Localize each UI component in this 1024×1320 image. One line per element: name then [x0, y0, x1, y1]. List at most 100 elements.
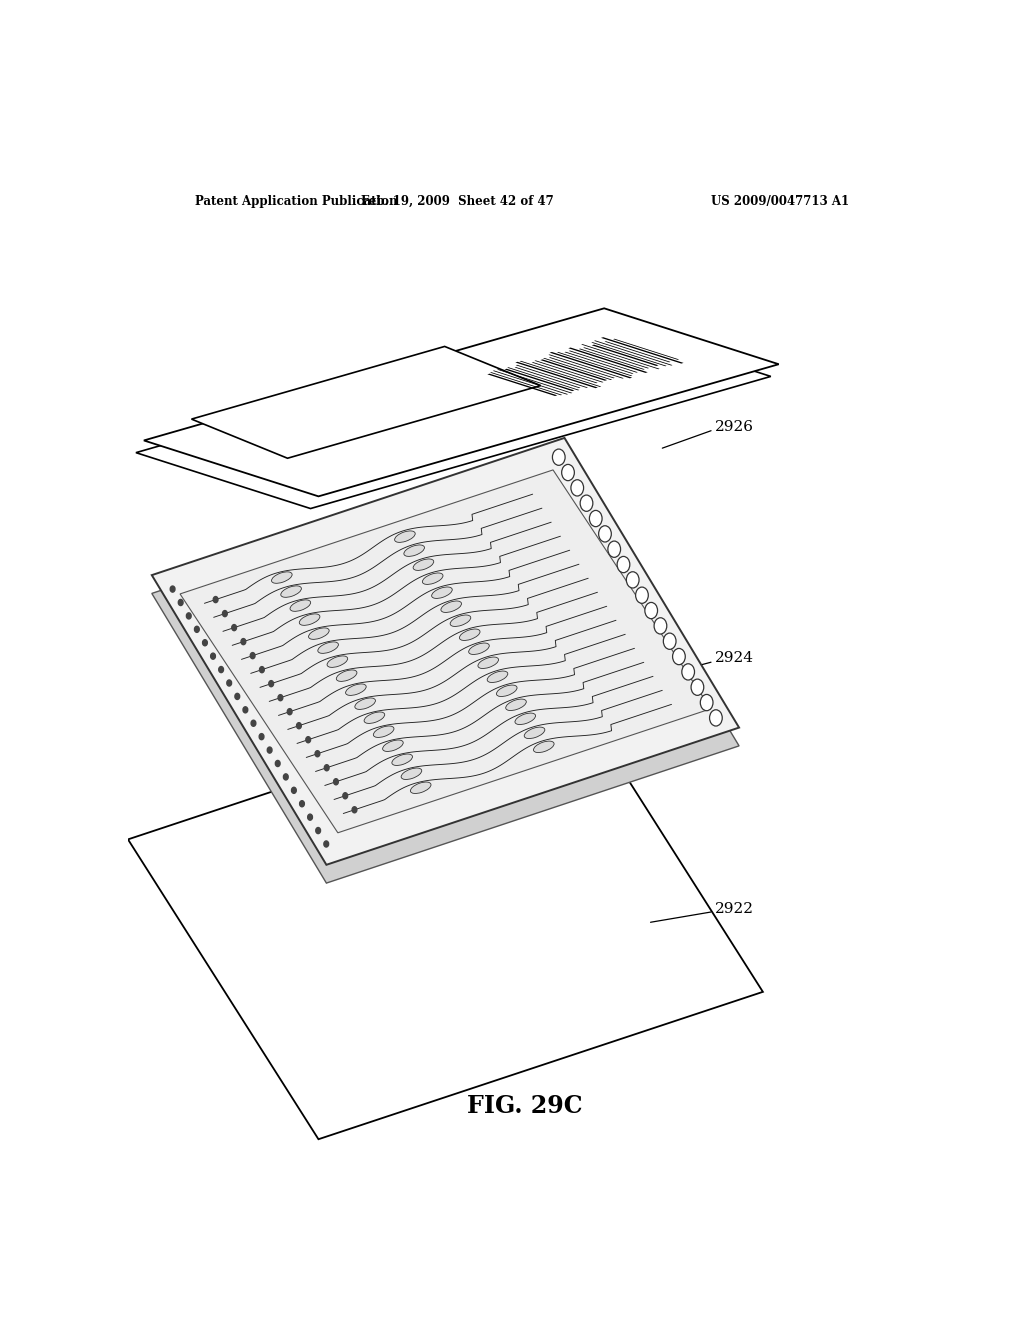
Ellipse shape	[451, 615, 471, 627]
Circle shape	[673, 648, 685, 665]
Circle shape	[186, 612, 191, 619]
Text: US 2009/0047713 A1: US 2009/0047713 A1	[712, 194, 850, 207]
Circle shape	[231, 624, 237, 631]
Circle shape	[259, 667, 264, 673]
Polygon shape	[497, 370, 572, 393]
Circle shape	[300, 801, 304, 807]
Polygon shape	[191, 346, 541, 458]
Ellipse shape	[497, 685, 517, 697]
Circle shape	[315, 751, 319, 756]
Ellipse shape	[365, 711, 385, 723]
Ellipse shape	[281, 586, 301, 598]
Ellipse shape	[345, 684, 367, 696]
Polygon shape	[550, 352, 632, 379]
Ellipse shape	[299, 614, 319, 626]
Polygon shape	[549, 358, 614, 379]
Polygon shape	[515, 362, 598, 388]
Polygon shape	[549, 355, 624, 379]
Circle shape	[279, 694, 283, 701]
Polygon shape	[507, 367, 580, 391]
Polygon shape	[516, 364, 588, 388]
Text: 2924: 2924	[715, 652, 755, 665]
Polygon shape	[583, 347, 649, 368]
Polygon shape	[490, 372, 562, 395]
Circle shape	[315, 828, 321, 834]
Polygon shape	[531, 362, 598, 383]
Circle shape	[219, 667, 223, 673]
Ellipse shape	[401, 768, 422, 780]
Circle shape	[288, 709, 292, 714]
Ellipse shape	[524, 727, 545, 739]
Circle shape	[710, 710, 722, 726]
Polygon shape	[136, 321, 771, 508]
Polygon shape	[601, 337, 684, 363]
Circle shape	[178, 599, 183, 606]
Text: Patent Application Publication: Patent Application Publication	[196, 194, 398, 207]
Circle shape	[700, 694, 713, 710]
Text: 2926: 2926	[715, 420, 755, 434]
Polygon shape	[591, 342, 667, 366]
Ellipse shape	[383, 741, 403, 751]
Ellipse shape	[469, 643, 489, 655]
Polygon shape	[582, 345, 659, 370]
Ellipse shape	[534, 741, 554, 752]
Circle shape	[234, 693, 240, 700]
Ellipse shape	[478, 657, 499, 668]
Ellipse shape	[394, 531, 415, 543]
Ellipse shape	[355, 698, 376, 709]
Circle shape	[268, 681, 273, 686]
Ellipse shape	[392, 754, 413, 766]
Polygon shape	[505, 368, 574, 391]
Ellipse shape	[271, 572, 292, 583]
Polygon shape	[493, 371, 568, 395]
Polygon shape	[568, 347, 648, 374]
Polygon shape	[128, 692, 763, 1139]
Polygon shape	[541, 359, 607, 380]
Circle shape	[284, 774, 288, 780]
Ellipse shape	[290, 599, 310, 611]
Ellipse shape	[413, 558, 434, 570]
Circle shape	[297, 722, 301, 729]
Ellipse shape	[374, 726, 394, 738]
Text: FIG. 29C: FIG. 29C	[467, 1094, 583, 1118]
Ellipse shape	[487, 671, 508, 682]
Circle shape	[324, 841, 329, 847]
Circle shape	[241, 639, 246, 644]
Ellipse shape	[317, 642, 338, 653]
Ellipse shape	[460, 630, 480, 640]
Circle shape	[170, 586, 175, 593]
Polygon shape	[535, 360, 603, 383]
Polygon shape	[180, 470, 711, 833]
Polygon shape	[592, 345, 658, 366]
Circle shape	[243, 706, 248, 713]
Polygon shape	[557, 352, 633, 376]
Text: 2922: 2922	[715, 902, 755, 916]
Ellipse shape	[432, 587, 453, 598]
Circle shape	[627, 572, 639, 587]
Ellipse shape	[308, 628, 329, 639]
Circle shape	[306, 737, 310, 743]
Circle shape	[645, 602, 657, 619]
Circle shape	[590, 511, 602, 527]
Circle shape	[571, 479, 584, 496]
Polygon shape	[568, 351, 638, 372]
Circle shape	[599, 525, 611, 543]
Circle shape	[213, 597, 218, 603]
Text: Feb. 19, 2009  Sheet 42 of 47: Feb. 19, 2009 Sheet 42 of 47	[361, 194, 554, 207]
Polygon shape	[564, 351, 634, 374]
Ellipse shape	[422, 573, 443, 585]
Circle shape	[608, 541, 621, 557]
Circle shape	[581, 495, 593, 511]
Ellipse shape	[411, 781, 431, 793]
Circle shape	[250, 652, 255, 659]
Polygon shape	[152, 457, 739, 883]
Circle shape	[352, 807, 357, 813]
Circle shape	[552, 449, 565, 466]
Ellipse shape	[336, 671, 357, 681]
Circle shape	[334, 779, 338, 785]
Polygon shape	[519, 360, 601, 387]
Circle shape	[203, 640, 207, 645]
Ellipse shape	[327, 656, 348, 668]
Circle shape	[227, 680, 231, 686]
Ellipse shape	[515, 713, 536, 725]
